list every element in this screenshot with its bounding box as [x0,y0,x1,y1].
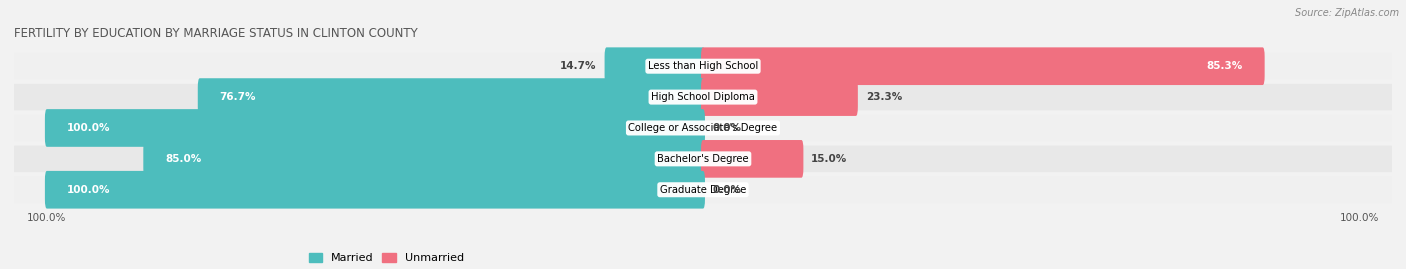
FancyBboxPatch shape [14,53,1392,79]
Text: 0.0%: 0.0% [713,185,742,195]
Text: 76.7%: 76.7% [219,92,256,102]
Text: High School Diploma: High School Diploma [651,92,755,102]
FancyBboxPatch shape [45,109,704,147]
Text: College or Associate's Degree: College or Associate's Degree [628,123,778,133]
Text: 15.0%: 15.0% [811,154,848,164]
Legend: Married, Unmarried: Married, Unmarried [304,248,468,268]
FancyBboxPatch shape [45,171,704,208]
Text: 100.0%: 100.0% [66,185,110,195]
Text: Bachelor's Degree: Bachelor's Degree [657,154,749,164]
FancyBboxPatch shape [702,140,803,178]
FancyBboxPatch shape [605,47,704,85]
Text: 0.0%: 0.0% [713,123,742,133]
Text: 14.7%: 14.7% [560,61,596,71]
Text: 23.3%: 23.3% [866,92,903,102]
Text: 85.0%: 85.0% [165,154,201,164]
FancyBboxPatch shape [14,146,1392,172]
FancyBboxPatch shape [702,78,858,116]
Text: FERTILITY BY EDUCATION BY MARRIAGE STATUS IN CLINTON COUNTY: FERTILITY BY EDUCATION BY MARRIAGE STATU… [14,27,418,40]
Text: 85.3%: 85.3% [1206,61,1243,71]
Text: Less than High School: Less than High School [648,61,758,71]
FancyBboxPatch shape [702,47,1264,85]
Text: Graduate Degree: Graduate Degree [659,185,747,195]
Text: 100.0%: 100.0% [66,123,110,133]
FancyBboxPatch shape [198,78,704,116]
Text: Source: ZipAtlas.com: Source: ZipAtlas.com [1295,8,1399,18]
FancyBboxPatch shape [14,115,1392,141]
FancyBboxPatch shape [14,176,1392,203]
FancyBboxPatch shape [14,84,1392,110]
FancyBboxPatch shape [143,140,704,178]
